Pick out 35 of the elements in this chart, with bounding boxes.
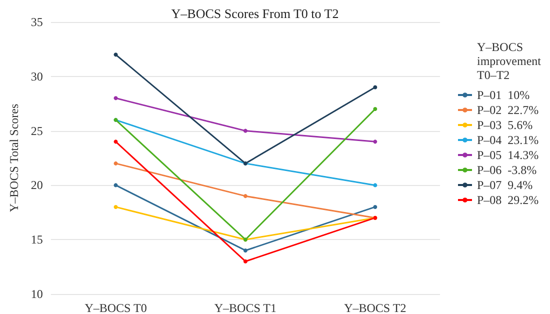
x-tick-label: Y–BOCS T0	[84, 301, 147, 314]
point	[114, 140, 118, 144]
point	[373, 204, 378, 209]
legend-label: P–03 5.6%	[477, 118, 533, 132]
point	[243, 259, 248, 264]
y-tick-label: 10	[30, 287, 43, 301]
y-tick-label: 35	[30, 15, 43, 29]
point	[114, 96, 118, 100]
legend-label: P–01 10%	[477, 88, 530, 102]
y-tick-label: 15	[30, 232, 43, 247]
point	[243, 194, 248, 198]
legend-title: Y–BOCS improvement T0–T2	[477, 40, 542, 82]
x-tick-label: Y–BOCS T2	[344, 301, 406, 314]
legend-label: P–07 9.4%	[477, 178, 533, 192]
point	[114, 52, 118, 57]
y-tick-label: 25	[30, 124, 43, 138]
point	[243, 248, 248, 252]
y-axis-title: Y–BOCS Total Scores	[7, 104, 21, 212]
legend-label: P–04 23.1%	[477, 133, 539, 147]
y-tick-label: 30	[30, 69, 43, 84]
legend-label: P–08 29.2%	[477, 193, 539, 207]
legend-label: P–06 -3.8%	[477, 163, 537, 177]
point	[114, 161, 118, 166]
point	[114, 183, 118, 188]
legend-label: P–05 14.3%	[477, 148, 539, 162]
legend-label: P–02 22.7%	[477, 103, 539, 117]
point	[243, 128, 248, 133]
y-tick-label: 20	[30, 178, 43, 192]
point	[373, 140, 378, 144]
x-tick-label: Y–BOCS T1	[214, 301, 277, 314]
chart-title: Y–BOCS Scores From T0 to T2	[171, 6, 339, 21]
point	[373, 107, 378, 112]
point	[114, 204, 118, 209]
point	[373, 183, 378, 188]
point	[373, 85, 378, 90]
